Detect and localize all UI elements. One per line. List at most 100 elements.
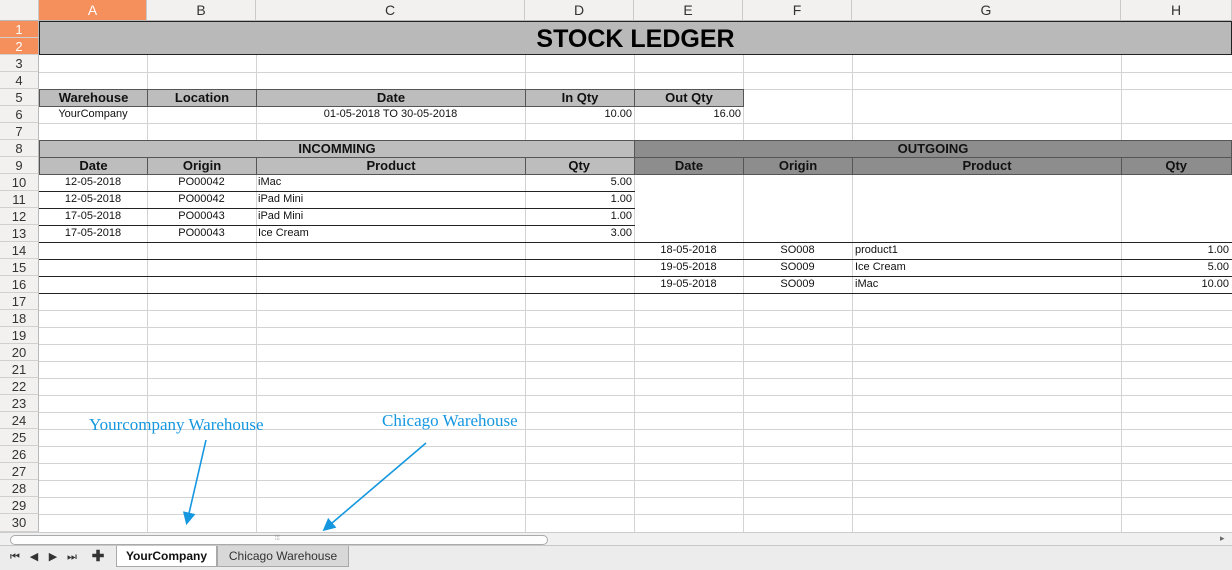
incoming-qty-cell[interactable]: 5.00 bbox=[610, 176, 632, 188]
incoming-product-cell[interactable]: Ice Cream bbox=[258, 227, 309, 239]
incoming-date-cell[interactable]: 17-05-2018 bbox=[64, 227, 122, 239]
row-header-30[interactable]: 30 bbox=[0, 514, 39, 532]
row-header-22[interactable]: 22 bbox=[0, 378, 39, 395]
previous-sheet-icon[interactable]: ◀ bbox=[29, 551, 39, 563]
next-sheet-icon[interactable]: ▶ bbox=[48, 551, 58, 563]
horizontal-scrollbar[interactable]: ⦙⦙⦙ ▸ bbox=[0, 532, 1232, 546]
incoming-qty-cell[interactable]: 3.00 bbox=[610, 227, 632, 239]
add-sheet-icon[interactable]: ✚ bbox=[91, 548, 105, 565]
incoming-col-product[interactable]: Product bbox=[256, 157, 526, 175]
row-header-3[interactable]: 3 bbox=[0, 55, 39, 72]
select-all-corner[interactable] bbox=[0, 0, 39, 21]
incoming-product-cell[interactable]: iPad Mini bbox=[258, 210, 304, 222]
column-header-b[interactable]: B bbox=[147, 0, 256, 21]
outgoing-product-cell[interactable]: product1 bbox=[855, 244, 898, 256]
gridline bbox=[39, 361, 1232, 362]
row-header-12[interactable]: 12 bbox=[0, 208, 39, 225]
row-header-14[interactable]: 14 bbox=[0, 242, 39, 259]
incoming-qty-cell[interactable]: 1.00 bbox=[610, 193, 632, 205]
row-border bbox=[39, 191, 635, 192]
column-header-c[interactable]: C bbox=[256, 0, 525, 21]
outgoing-col-product[interactable]: Product bbox=[852, 157, 1122, 175]
sheet-title[interactable]: STOCK LEDGER bbox=[39, 21, 1232, 55]
row-header-25[interactable]: 25 bbox=[0, 429, 39, 446]
outgoing-date-cell[interactable]: 18-05-2018 bbox=[660, 244, 717, 256]
first-sheet-icon[interactable]: ⏮ bbox=[10, 551, 20, 563]
row-header-19[interactable]: 19 bbox=[0, 327, 39, 344]
row-header-9[interactable]: 9 bbox=[0, 157, 39, 174]
gridline bbox=[39, 514, 1232, 515]
gridline bbox=[39, 310, 1232, 311]
row-header-29[interactable]: 29 bbox=[0, 497, 39, 514]
outgoing-col-date[interactable]: Date bbox=[634, 157, 744, 175]
outgoing-product-cell[interactable]: Ice Cream bbox=[855, 261, 906, 273]
row-header-28[interactable]: 28 bbox=[0, 480, 39, 497]
row-header-8[interactable]: 8 bbox=[0, 140, 39, 157]
incoming-product-cell[interactable]: iPad Mini bbox=[258, 193, 304, 205]
summary-warehouse[interactable]: YourCompany bbox=[58, 108, 128, 120]
row-header-6[interactable]: 6 bbox=[0, 106, 39, 123]
incoming-date-cell[interactable]: 12-05-2018 bbox=[64, 176, 122, 188]
scroll-right-icon[interactable]: ▸ bbox=[1220, 533, 1225, 543]
summary-date-range[interactable]: 01-05-2018 TO 30-05-2018 bbox=[323, 108, 458, 120]
row-header-21[interactable]: 21 bbox=[0, 361, 39, 378]
outgoing-origin-cell[interactable]: SO009 bbox=[780, 278, 815, 290]
outgoing-qty-cell[interactable]: 5.00 bbox=[1207, 261, 1229, 273]
outgoing-col-origin[interactable]: Origin bbox=[743, 157, 853, 175]
summary-header-in-qty[interactable]: In Qty bbox=[525, 89, 635, 107]
column-header-e[interactable]: E bbox=[634, 0, 743, 21]
incoming-origin-cell[interactable]: PO00042 bbox=[178, 193, 225, 205]
outgoing-origin-cell[interactable]: SO008 bbox=[780, 244, 815, 256]
row-border bbox=[39, 208, 635, 209]
incoming-origin-cell[interactable]: PO00043 bbox=[178, 227, 225, 239]
row-header-27[interactable]: 27 bbox=[0, 463, 39, 480]
incoming-date-cell[interactable]: 17-05-2018 bbox=[64, 210, 122, 222]
row-header-15[interactable]: 15 bbox=[0, 259, 39, 276]
summary-in-qty[interactable]: 10.00 bbox=[604, 108, 632, 120]
column-header-d[interactable]: D bbox=[525, 0, 634, 21]
last-sheet-icon[interactable]: ⏭ bbox=[67, 551, 77, 563]
incoming-product-cell[interactable]: iMac bbox=[258, 176, 282, 188]
gridline bbox=[39, 123, 1232, 124]
summary-header-date[interactable]: Date bbox=[256, 89, 526, 107]
spreadsheet-grid[interactable]: A B C D E F G H 1 2 3 4 5 6 7 8 9 10 11 … bbox=[0, 0, 1232, 532]
summary-out-qty[interactable]: 16.00 bbox=[713, 108, 741, 120]
outgoing-col-qty[interactable]: Qty bbox=[1121, 157, 1232, 175]
incoming-origin-cell[interactable]: PO00043 bbox=[178, 210, 225, 222]
incoming-date-cell[interactable]: 12-05-2018 bbox=[64, 193, 122, 205]
incoming-col-date[interactable]: Date bbox=[39, 157, 148, 175]
row-header-11[interactable]: 11 bbox=[0, 191, 39, 208]
row-header-24[interactable]: 24 bbox=[0, 412, 39, 429]
outgoing-date-cell[interactable]: 19-05-2018 bbox=[660, 261, 717, 273]
outgoing-date-cell[interactable]: 19-05-2018 bbox=[660, 278, 717, 290]
row-header-17[interactable]: 17 bbox=[0, 293, 39, 310]
row-header-13[interactable]: 13 bbox=[0, 225, 39, 242]
row-header-5[interactable]: 5 bbox=[0, 89, 39, 106]
row-header-16[interactable]: 16 bbox=[0, 276, 39, 293]
row-header-23[interactable]: 23 bbox=[0, 395, 39, 412]
annotation-arrows bbox=[182, 439, 427, 532]
row-header-2[interactable]: 2 bbox=[0, 38, 39, 55]
row-header-7[interactable]: 7 bbox=[0, 123, 39, 140]
incoming-origin-cell[interactable]: PO00042 bbox=[178, 176, 225, 188]
row-header-1[interactable]: 1 bbox=[0, 21, 39, 38]
row-header-4[interactable]: 4 bbox=[0, 72, 39, 89]
outgoing-qty-cell[interactable]: 1.00 bbox=[1207, 244, 1229, 256]
tab-chicago-warehouse[interactable]: Chicago Warehouse bbox=[217, 546, 349, 567]
summary-header-out-qty[interactable]: Out Qty bbox=[634, 89, 744, 107]
summary-header-location[interactable]: Location bbox=[147, 89, 257, 107]
outgoing-origin-cell[interactable]: SO009 bbox=[780, 261, 815, 273]
row-header-26[interactable]: 26 bbox=[0, 446, 39, 463]
summary-header-warehouse[interactable]: Warehouse bbox=[39, 89, 148, 107]
outgoing-product-cell[interactable]: iMac bbox=[855, 278, 879, 290]
column-header-g[interactable]: G bbox=[852, 0, 1121, 21]
outgoing-qty-cell[interactable]: 10.00 bbox=[1201, 278, 1229, 290]
incoming-qty-cell[interactable]: 1.00 bbox=[610, 210, 632, 222]
row-header-18[interactable]: 18 bbox=[0, 310, 39, 327]
column-header-f[interactable]: F bbox=[743, 0, 852, 21]
tab-yourcompany[interactable]: YourCompany bbox=[116, 546, 217, 567]
row-header-20[interactable]: 20 bbox=[0, 344, 39, 361]
column-header-a[interactable]: A bbox=[39, 0, 147, 21]
scrollbar-thumb[interactable] bbox=[10, 535, 548, 545]
row-header-10[interactable]: 10 bbox=[0, 174, 39, 191]
